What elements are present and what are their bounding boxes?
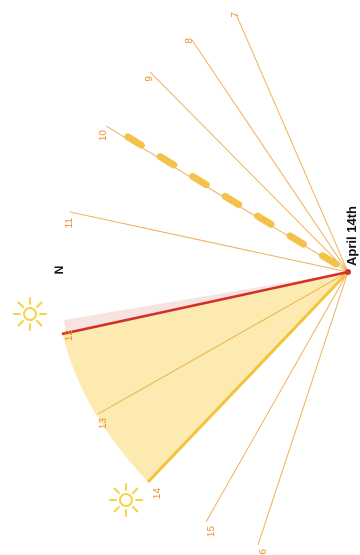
hour-label-11: 11 — [64, 218, 75, 229]
north-label: N — [52, 266, 66, 275]
hour-line-16 — [257, 271, 349, 546]
sun-icon — [13, 297, 47, 331]
hour-line-8 — [191, 39, 349, 273]
hour-label-16: 16 — [258, 549, 269, 555]
hour-label-13: 13 — [98, 418, 109, 430]
hour-line-9 — [149, 71, 349, 273]
north-line — [61, 270, 349, 336]
hour-label-7: 7 — [230, 12, 241, 18]
hour-label-9: 9 — [144, 76, 155, 82]
hour-line-14 — [146, 270, 350, 484]
dashed-sun-ray — [106, 122, 340, 268]
hour-label-10: 10 — [98, 130, 109, 142]
hour-line-7 — [235, 13, 349, 273]
hour-label-12: 12 — [64, 330, 75, 342]
hour-label-8: 8 — [184, 38, 195, 44]
hour-label-15: 15 — [206, 526, 217, 538]
sun-icon — [109, 483, 143, 517]
hour-label-14: 14 — [152, 488, 163, 500]
hour-line-13 — [97, 271, 349, 415]
hour-line-11 — [69, 211, 349, 273]
origin-point — [345, 269, 351, 275]
sun-exposure-sector — [62, 272, 348, 482]
hour-line-15 — [205, 271, 349, 523]
date-label: April 14th — [344, 206, 359, 266]
